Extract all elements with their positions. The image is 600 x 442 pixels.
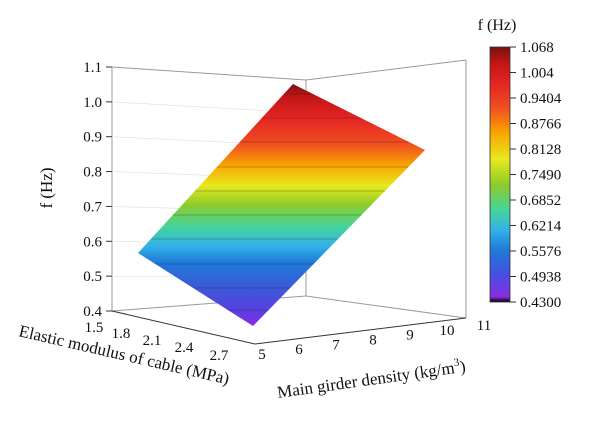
z-tick-labels: 0.4 0.5 0.6 0.7 0.8 0.9 1.0 1.1 [83, 60, 112, 320]
x-tick-label: 2.7 [210, 348, 229, 364]
z-tick-label: 0.6 [83, 234, 102, 250]
colorbar-tick-label: 1.004 [520, 66, 554, 82]
colorbar-tick-label: 0.6214 [520, 219, 562, 235]
y-tick-label: 9 [406, 328, 414, 344]
y-axis-line [254, 317, 467, 345]
z-tick-label: 0.5 [83, 269, 102, 285]
z-tick-label: 0.4 [83, 304, 102, 320]
top-back-edge-right [305, 59, 467, 81]
x-tick-label: 1.5 [85, 320, 104, 336]
z-tick-label: 0.8 [83, 165, 102, 181]
z-tick-label: 1.0 [83, 95, 102, 111]
y-tick-label: 6 [295, 342, 303, 358]
colorbar-tick-label: 1.068 [520, 40, 554, 56]
colorbar-tick-labels: 1.068 1.004 0.9404 0.8766 0.8128 0.7490 0.6852… [510, 40, 562, 311]
colorbar-tick-label: 0.8128 [520, 142, 561, 158]
y-tick-label: 7 [332, 337, 340, 353]
colorbar-tick-label: 0.8766 [520, 117, 562, 133]
x-tick-label: 2.1 [143, 333, 162, 349]
colorbar-tick-label: 0.6852 [520, 193, 561, 209]
z-tick-label: 1.1 [83, 60, 102, 76]
colorbar-gradient [489, 46, 511, 303]
colorbar-tick-label: 0.9404 [520, 91, 562, 107]
colorbar-tick-label: 0.4300 [520, 295, 561, 311]
y-tick-label: 11 [477, 318, 491, 334]
y-tick-label: 10 [440, 323, 455, 339]
z-tick-label: 0.7 [83, 199, 102, 215]
colorbar-tick-label: 0.7490 [520, 168, 561, 184]
y-tick-labels: 5 6 7 8 9 10 11 [258, 318, 491, 363]
colorbar-tick-label: 0.5576 [520, 244, 562, 260]
z-tick-label: 0.9 [83, 130, 102, 146]
y-tick-label: 8 [369, 333, 377, 349]
x-tick-label: 2.4 [175, 340, 194, 356]
colorbar: f (Hz) 1.068 1.004 0.9404 0.8766 0.8128 0.749… [478, 17, 562, 311]
floor-back-right [305, 295, 467, 319]
y-tick-label: 5 [258, 347, 266, 363]
x-tick-labels: 1.5 1.8 2.1 2.4 2.7 [85, 320, 229, 364]
colorbar-title: f (Hz) [478, 17, 517, 34]
colorbar-tick-label: 0.4938 [520, 270, 561, 286]
x-axis-line [111, 310, 256, 345]
surface-contours [150, 93, 409, 311]
x-tick-label: 1.8 [112, 326, 131, 342]
surface-patch [138, 84, 425, 326]
z-axis-title: f (Hz) [37, 167, 56, 208]
y-axis-title: Main girder density (kg/m3) [276, 356, 467, 402]
top-back-edge-left [111, 66, 307, 81]
surface [138, 84, 425, 326]
